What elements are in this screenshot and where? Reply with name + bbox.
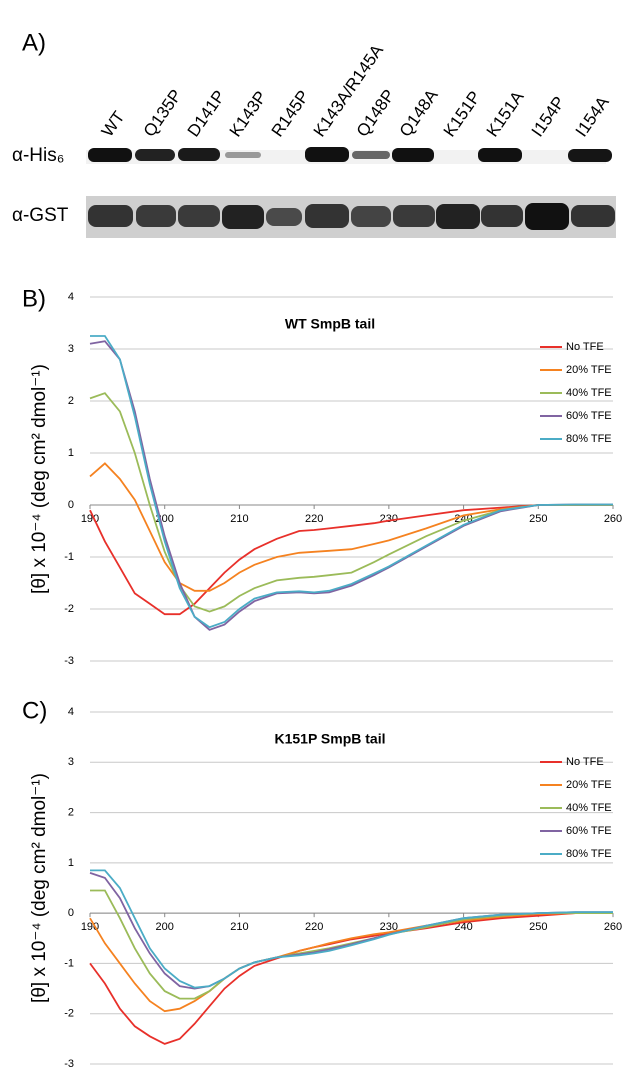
y-tick-label: -3 [64,1058,74,1068]
y-tick-label: 1 [68,447,74,459]
lane-label: Q135P [140,86,186,140]
y-tick-label: -2 [64,603,74,615]
y-axis-label: [θ] x 10⁻⁴ (deg cm² dmol⁻¹) [29,773,50,1003]
legend-label: 20% TFE [566,364,612,376]
x-tick-label: 200 [156,921,174,933]
x-tick-label: 220 [305,513,323,525]
legend-label: 20% TFE [566,779,612,791]
legend-label: 80% TFE [566,848,612,860]
lane-label: I154P [528,93,569,140]
y-tick-label: 3 [68,756,74,768]
legend-label: 60% TFE [566,825,612,837]
lane-label: Q148A [396,86,442,141]
band [393,205,435,227]
lane-label: Q148P [353,86,399,140]
lane-label: K151A [483,87,528,140]
x-tick-label: 260 [604,921,622,933]
lane-label: I154A [572,92,613,140]
y-tick-label: -2 [64,1008,74,1020]
legend-label: 40% TFE [566,802,612,814]
panel-label: A) [22,29,46,56]
band [305,147,349,162]
band [525,203,569,230]
line [90,341,613,630]
y-tick-label: -1 [64,551,74,563]
legend-label: 80% TFE [566,433,612,445]
lane-label: D141P [184,87,229,140]
x-tick-label: 220 [305,921,323,933]
band [266,208,302,226]
panel-label: C) [22,697,47,724]
chart-title: WT SmpB tail [285,316,375,332]
x-tick-label: 210 [230,921,248,933]
band [88,148,132,162]
line [90,336,613,627]
lane-label: R145P [268,87,313,140]
chart-title: K151P SmpB tail [274,731,385,747]
y-tick-label: 2 [68,395,74,407]
line [90,393,613,611]
y-tick-label: 0 [68,907,74,919]
figure: A) WTQ135PD141PK143PR145PK143A/R145AQ148… [0,0,628,1068]
row-label: α-His₆ [12,145,64,166]
row-label: α-GST [12,205,69,226]
band [305,204,349,228]
band [178,205,220,227]
band [568,149,612,162]
band [222,205,264,229]
band [88,205,133,227]
y-tick-label: 2 [68,806,74,818]
legend-label: No TFE [566,341,604,353]
blot-his [86,147,612,164]
legend-label: 40% TFE [566,387,612,399]
band [351,206,391,227]
y-tick-label: -1 [64,957,74,969]
legend-label: 60% TFE [566,410,612,422]
lane-label: WT [98,108,129,141]
x-tick-label: 250 [529,513,547,525]
band [436,204,480,229]
x-tick-label: 190 [81,921,99,933]
band [135,149,175,161]
y-tick-label: -3 [64,655,74,667]
y-tick-label: 0 [68,499,74,511]
x-tick-label: 260 [604,513,622,525]
band [225,152,261,158]
y-tick-label: 4 [68,706,74,718]
x-tick-label: 210 [230,513,248,525]
band [481,205,523,227]
legend-label: No TFE [566,756,604,768]
y-tick-label: 3 [68,343,74,355]
band [571,205,615,227]
panel-label: B) [22,285,46,312]
y-axis-label: [θ] x 10⁻⁴ (deg cm² dmol⁻¹) [29,364,50,594]
band [178,148,220,161]
band [392,148,434,162]
lane-label: K151P [440,88,485,141]
lane-label: K143P [226,88,271,141]
y-tick-label: 4 [68,291,74,303]
band [136,205,176,227]
band [478,148,522,162]
x-tick-label: 250 [529,921,547,933]
blot-gst [86,196,616,238]
band [352,151,390,159]
y-tick-label: 1 [68,857,74,869]
